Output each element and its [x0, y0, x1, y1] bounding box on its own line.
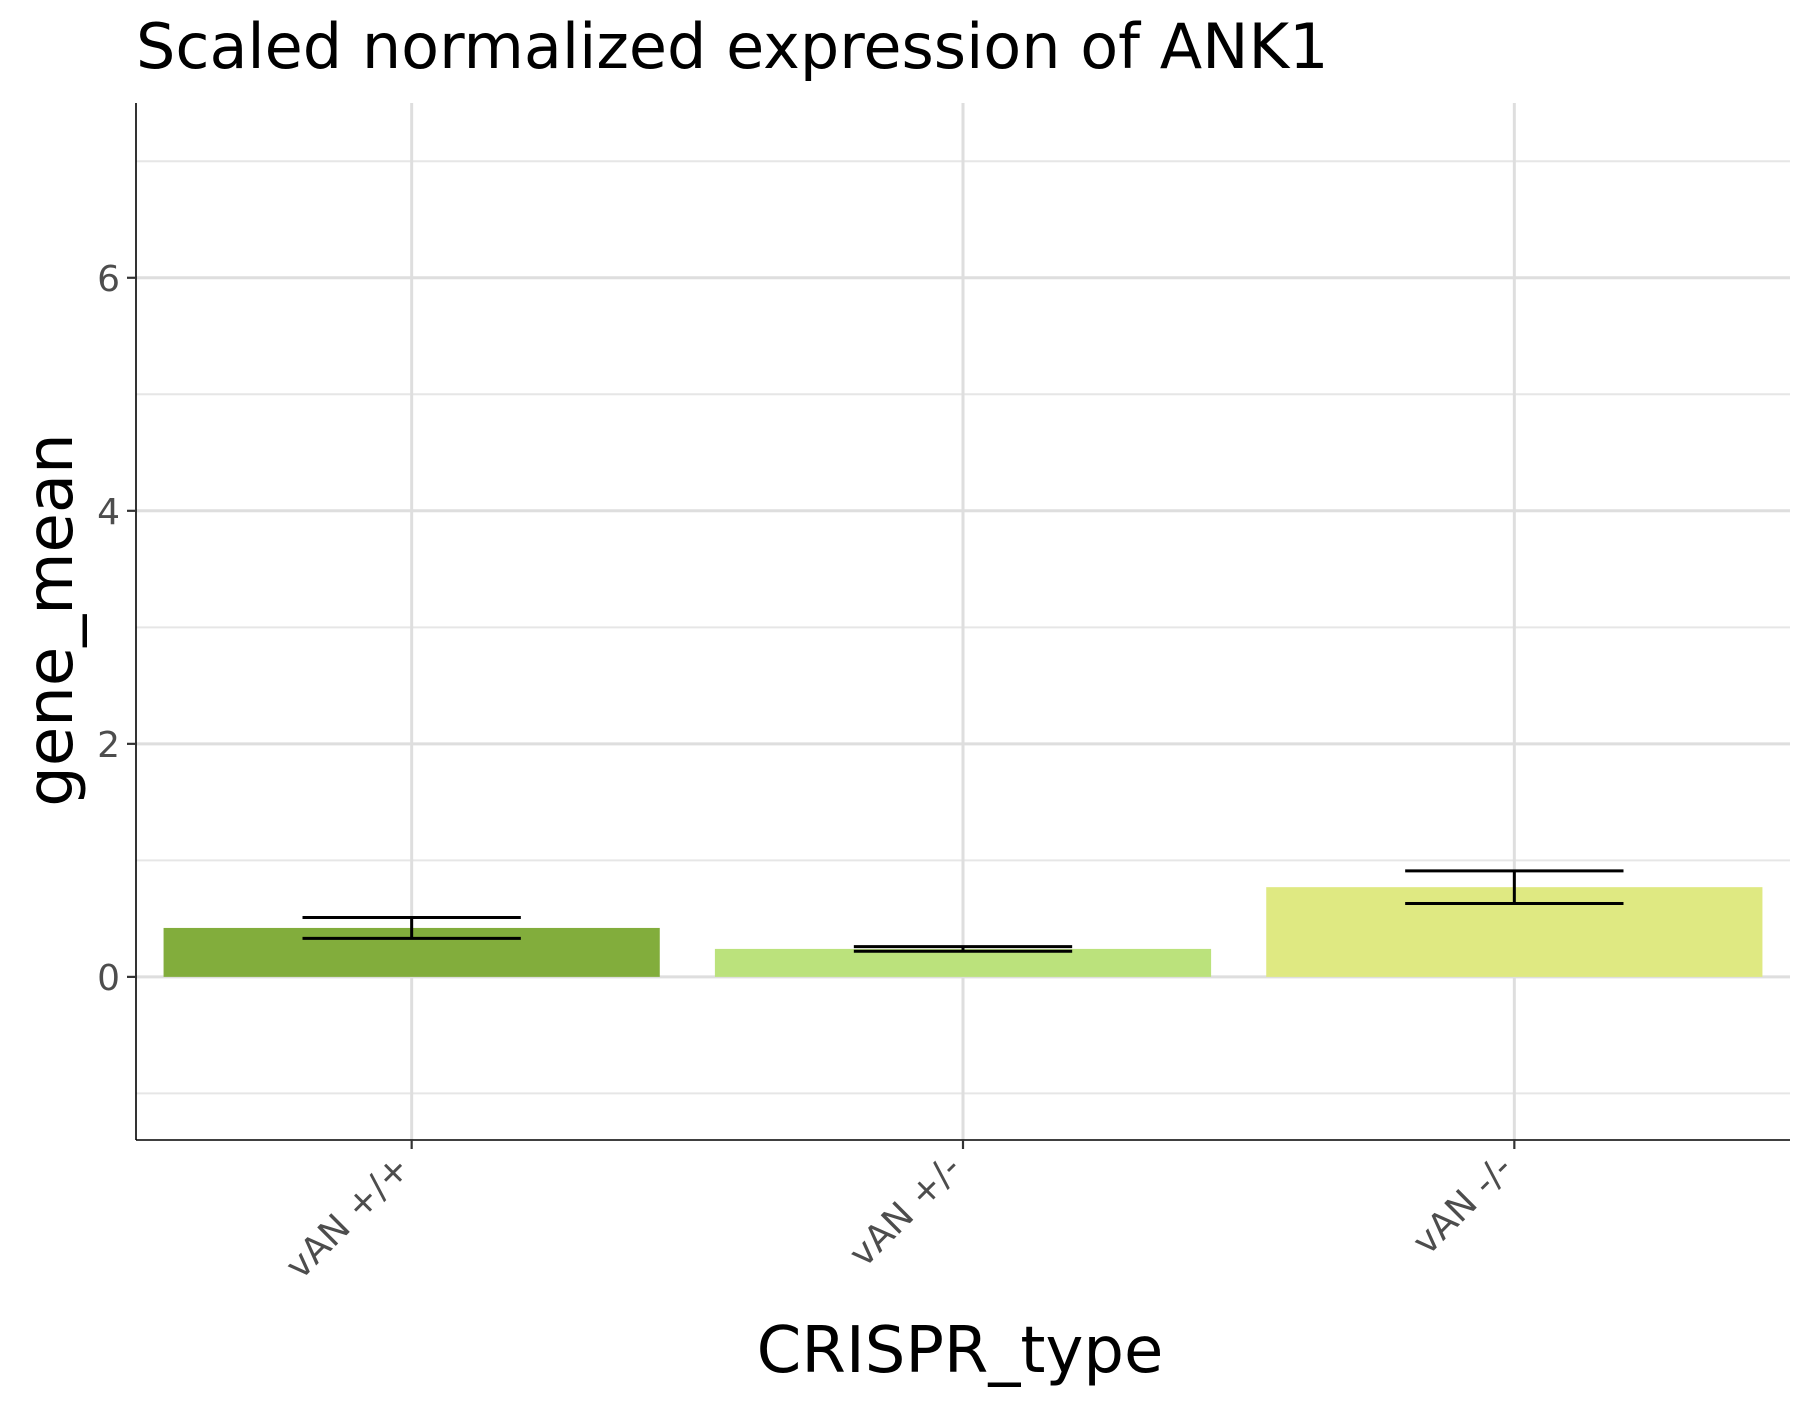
y-tick-label: 2: [97, 725, 120, 766]
y-tick-label: 0: [97, 958, 120, 999]
x-tick-label: vAN +/-: [842, 1147, 970, 1275]
chart-title: Scaled normalized expression of ANK1: [136, 10, 1329, 83]
x-tick-label: vAN -/-: [1405, 1147, 1521, 1263]
grid-lines: [136, 103, 1790, 1140]
y-axis-ticks: 0 2 4 6: [97, 259, 136, 999]
x-tick-label: vAN +/+: [278, 1147, 418, 1287]
y-tick-label: 6: [97, 259, 120, 300]
y-tick-label: 4: [97, 492, 120, 533]
bar-2: [714, 948, 1212, 977]
y-axis-title: gene_mean: [14, 433, 88, 806]
x-axis-ticks: vAN +/+ vAN +/- vAN -/-: [278, 1140, 1521, 1287]
error-bars: [302, 869, 1624, 953]
x-axis-title: CRISPR_type: [757, 1314, 1164, 1388]
